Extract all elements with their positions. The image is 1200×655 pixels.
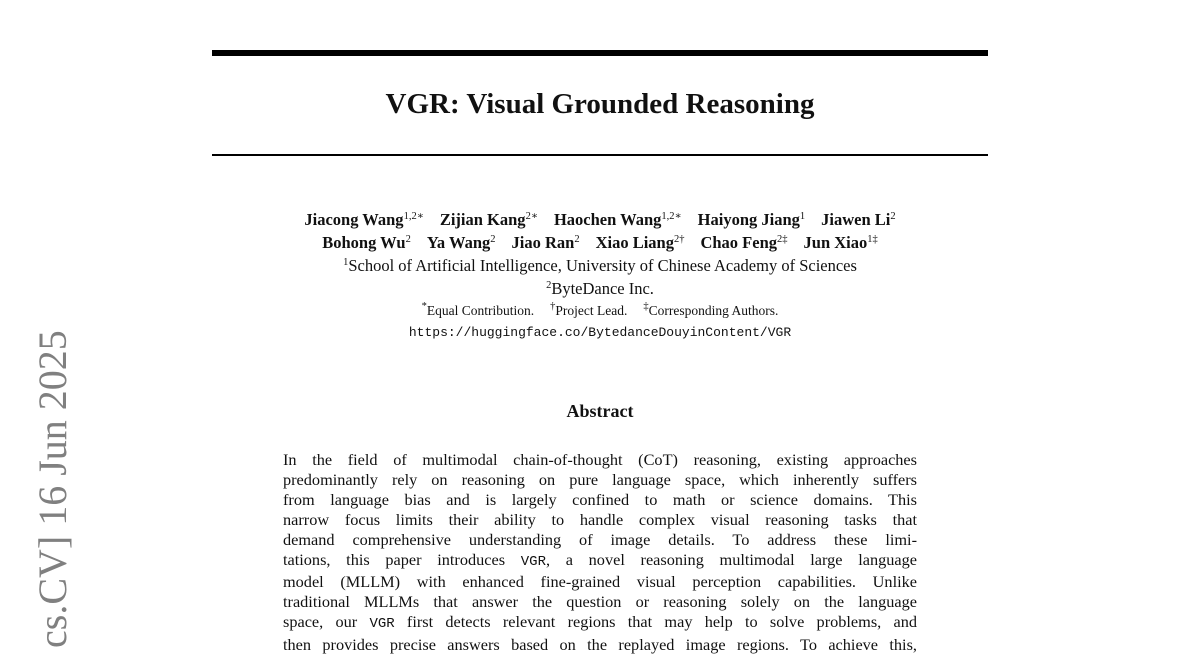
author-name: Haiyong Jiang1	[697, 210, 806, 229]
author-affiliation-mark: 2	[890, 211, 896, 222]
authors-row-2: Bohong Wu2 Ya Wang2 Jiao Ran2 Xiao Liang2† C…	[212, 231, 988, 254]
author-name: Ya Wang2	[426, 233, 496, 252]
abstract-line: demand comprehensive understanding of im…	[283, 529, 917, 549]
author-affiliation-mark: 2‡	[777, 234, 788, 245]
affiliation-mark: 1	[343, 257, 349, 268]
abstract-body: In the field of multimodal chain-of-thou…	[283, 450, 917, 655]
abstract-heading: Abstract	[566, 401, 634, 421]
author-affiliation-mark: 2	[490, 234, 496, 245]
abstract-line: space, our VGR first detects relevant re…	[283, 612, 917, 633]
paper-title: VGR: Visual Grounded Reasoning	[385, 88, 815, 120]
author-name: Jiacong Wang1,2∗	[304, 210, 424, 229]
author-note: *Equal Contribution.	[421, 301, 535, 318]
affiliations: 1School of Artificial Intelligence, Univ…	[212, 254, 988, 300]
abstract-line: tations, this paper introduces VGR, a no…	[283, 549, 917, 570]
author-notes: *Equal Contribution. †Project Lead. ‡Corre…	[212, 300, 988, 322]
author-note: †Project Lead.	[550, 301, 628, 318]
author-affiliation-mark: 1	[799, 211, 806, 222]
author-affiliation-mark: 2	[574, 234, 580, 245]
abstract-line: In the field of multimodal chain-of-thou…	[283, 450, 917, 469]
model-name: VGR	[520, 553, 546, 570]
arxiv-side-stamp: cs.CV] 16 Jun 2025	[30, 330, 75, 648]
note-mark: *	[421, 301, 427, 312]
abstract-line: then provides precise answers based on t…	[283, 635, 917, 655]
affiliation: 2ByteDance Inc.	[546, 279, 654, 298]
author-name: Bohong Wu2	[322, 233, 411, 252]
author-affiliation-mark: 1,2∗	[661, 211, 682, 222]
abstract-line: traditional MLLMs that answer the questi…	[283, 592, 917, 612]
author-name: Jun Xiao1‡	[803, 233, 878, 252]
author-name: Jiawen Li2	[821, 210, 896, 229]
abstract-line: model (MLLM) with enhanced fine-grained …	[283, 572, 917, 592]
top-rule	[212, 50, 988, 56]
note-mark: ‡	[643, 301, 649, 312]
title-rule	[212, 154, 988, 156]
affiliation: 1School of Artificial Intelligence, Univ…	[343, 256, 857, 275]
author-name: Chao Feng2‡	[700, 233, 788, 252]
abstract-line: predominantly rely on reasoning on pure …	[283, 469, 917, 489]
model-name: VGR	[369, 616, 395, 633]
note-mark: †	[550, 301, 556, 312]
author-block: Jiacong Wang1,2∗ Zijian Kang2∗ Haochen Wan…	[212, 208, 988, 344]
authors-row-1: Jiacong Wang1,2∗ Zijian Kang2∗ Haochen Wan…	[212, 208, 988, 231]
author-name: Xiao Liang2†	[595, 233, 685, 252]
author-affiliation-mark: 2†	[673, 234, 685, 245]
author-name: Jiao Ran2	[511, 233, 580, 252]
author-name: Haochen Wang1,2∗	[553, 210, 682, 229]
author-affiliation-mark: 1‡	[867, 234, 878, 245]
author-affiliation-mark: 2∗	[525, 211, 538, 222]
project-url-link[interactable]: https://huggingface.co/BytedanceDouyinCo…	[408, 325, 792, 340]
abstract-line: narrow focus limits their ability to han…	[283, 509, 917, 529]
abstract-line: from language bias and is largely confin…	[283, 489, 917, 509]
author-affiliation-mark: 1,2∗	[403, 211, 424, 222]
author-affiliation-mark: 2	[405, 234, 411, 245]
author-name: Zijian Kang2∗	[439, 210, 538, 229]
affiliation-mark: 2	[546, 280, 552, 291]
author-note: ‡Corresponding Authors.	[643, 301, 779, 318]
